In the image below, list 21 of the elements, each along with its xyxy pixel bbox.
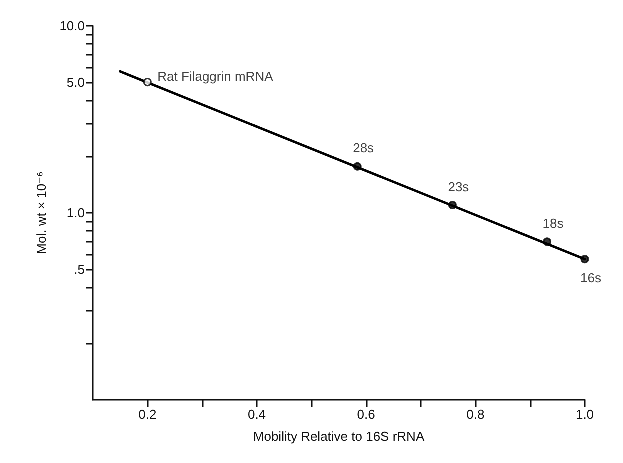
- y-tick-label: 5.0: [66, 74, 85, 90]
- point: [580, 255, 590, 264]
- y-axis-title: Mol. wt × 10⁻⁶: [34, 172, 49, 254]
- y-tick-label: 10.0: [60, 18, 85, 34]
- y-tick-label: 1.0: [66, 206, 85, 220]
- annotation: 23s: [448, 179, 470, 194]
- point: [143, 78, 152, 87]
- x-tick-label: 0.2: [138, 407, 157, 422]
- y-tick-label: .5: [74, 262, 85, 277]
- annotation: Rat Filaggrin mRNA: [158, 68, 274, 84]
- point: [448, 201, 457, 210]
- x-axis-title: Mobility Relative to 16S rRNA: [253, 429, 425, 444]
- point: [353, 162, 362, 171]
- x-tick-label: 0.4: [248, 407, 266, 422]
- annotation: 16s: [580, 270, 602, 286]
- x-tick-label: 1.0: [576, 407, 594, 422]
- x-tick-label: 0.8: [466, 407, 485, 422]
- x-tick-label: 0.6: [357, 407, 376, 422]
- annotation: 28s: [353, 140, 375, 156]
- annotation: 18s: [542, 216, 564, 231]
- point: [543, 238, 552, 246]
